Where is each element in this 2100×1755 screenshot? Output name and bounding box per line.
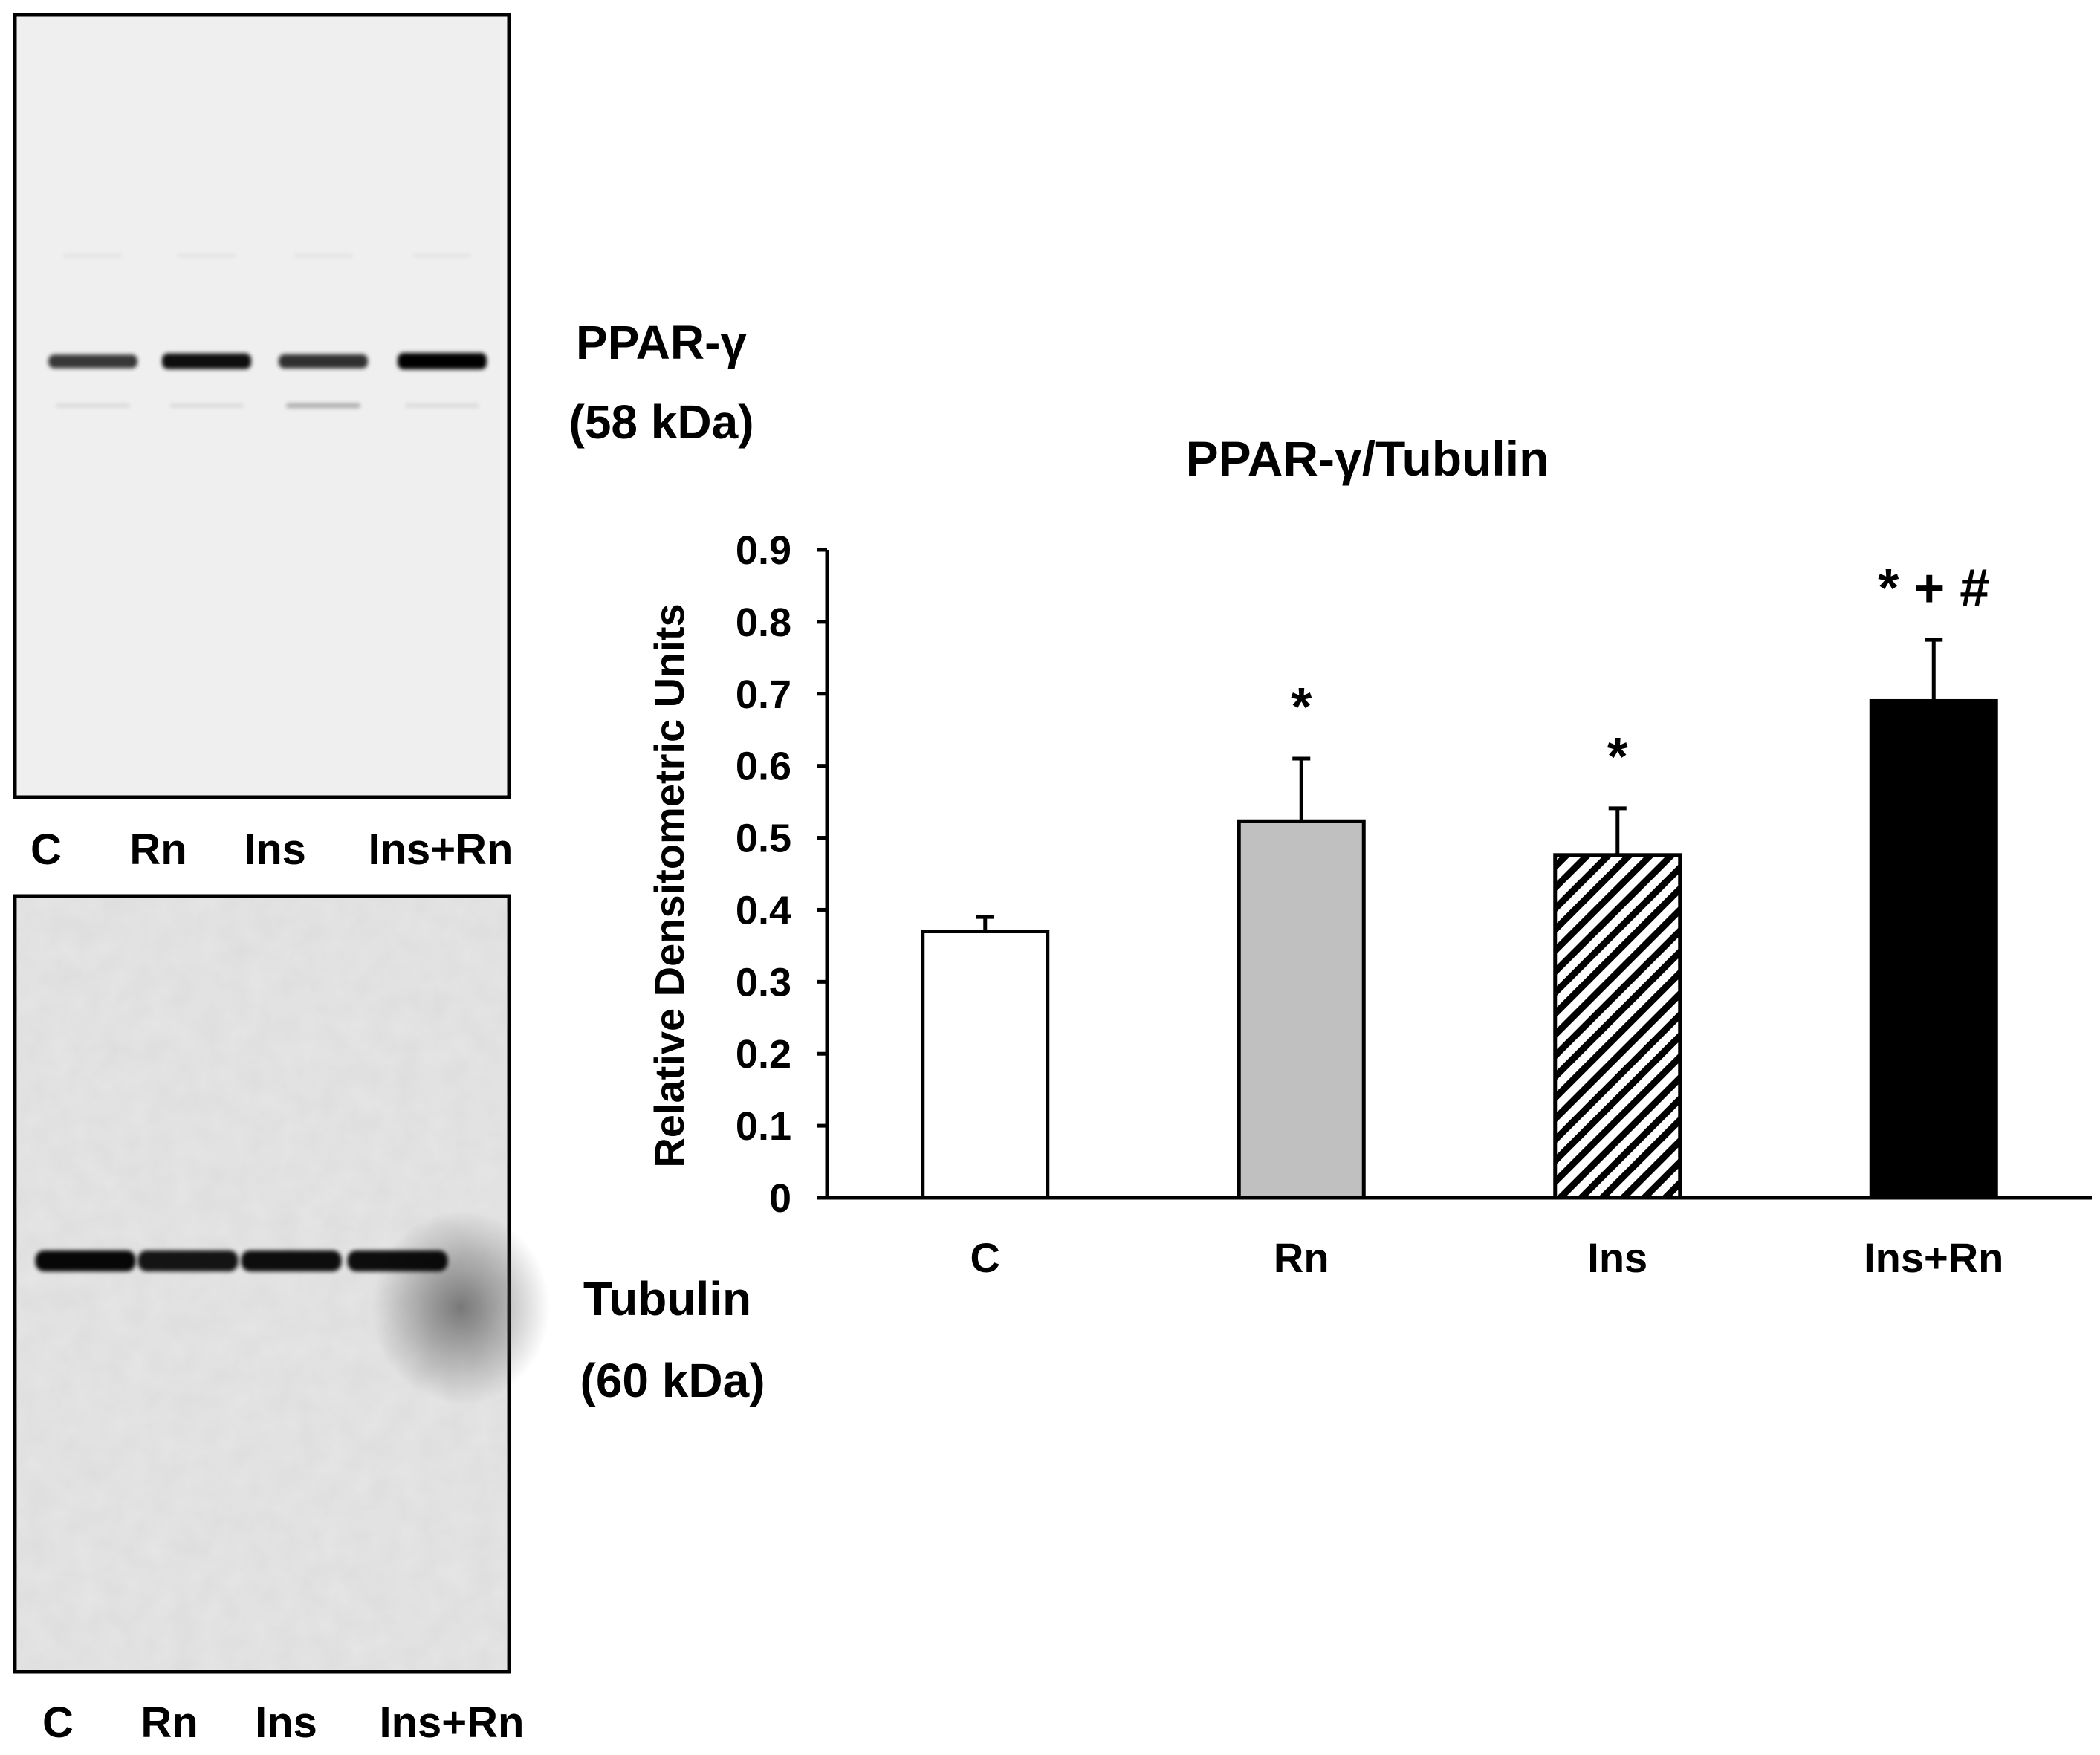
significance-label: * (1291, 678, 1312, 737)
y-tick-label: 0.6 (736, 745, 791, 789)
bar (1553, 853, 1682, 1200)
y-tick-label: 0.2 (736, 1032, 791, 1077)
ppar-lane-labels: C Rn Ins Ins+Rn (30, 825, 513, 874)
y-tick-label: 0.7 (736, 672, 791, 717)
y-tick-label: 0.1 (736, 1104, 791, 1149)
significance-label: * + # (1878, 559, 1989, 618)
tubulin-lane-label-ins: Ins (255, 1699, 317, 1747)
ppar-band (162, 353, 251, 369)
tubulin-band (347, 1250, 448, 1271)
ppar-faint-band (286, 403, 360, 408)
y-tick-label: 0 (769, 1176, 791, 1221)
bar (1869, 698, 1998, 1200)
ppar-band (279, 354, 368, 369)
ppar-blot-label: PPAR-γ (576, 316, 747, 369)
ppar-bands (48, 254, 487, 408)
ppar-faint-band (294, 254, 353, 257)
tubulin-lane-label-rn: Rn (140, 1699, 198, 1747)
ppar-lane-label-rn: Rn (129, 825, 187, 874)
tubulin-blot-weight: (60 kDa) (580, 1354, 765, 1407)
x-tick-label: Rn (1274, 1234, 1329, 1281)
y-tick-label: 0.9 (736, 528, 791, 573)
y-axis-label: Relative Densitometric Units (646, 603, 693, 1167)
ppar-faint-band (169, 403, 244, 408)
bar (1237, 819, 1366, 1200)
ppar-blot-weight: (58 kDa) (569, 395, 754, 449)
significance-label: * (1607, 727, 1628, 787)
ppar-blot-panel (13, 13, 511, 799)
ppar-faint-band (405, 403, 479, 408)
tubulin-band (241, 1250, 342, 1271)
y-tick-label: 0.3 (736, 960, 791, 1005)
tubulin-blot-panel (13, 894, 550, 1674)
tubulin-blot-label: Tubulin (583, 1272, 751, 1326)
tubulin-band (137, 1250, 239, 1271)
ppar-faint-band (412, 254, 472, 257)
chart-title: PPAR-γ/Tubulin (1186, 431, 1549, 486)
ppar-faint-band (56, 403, 130, 408)
tubulin-blot-smudge (372, 1211, 550, 1404)
ppar-band (48, 354, 137, 369)
bar (921, 930, 1050, 1200)
ppar-lane-label-ins-rn: Ins+Rn (369, 825, 513, 874)
tubulin-lane-label-c: C (42, 1699, 74, 1747)
x-tick-label: C (970, 1234, 1000, 1281)
y-tick-label: 0.4 (736, 888, 791, 932)
ppar-lane-label-ins: Ins (244, 825, 306, 874)
tubulin-lane-labels: C Rn Ins Ins+Rn (42, 1699, 524, 1747)
ppar-lane-label-c: C (30, 825, 62, 874)
y-tick-label: 0.8 (736, 600, 791, 645)
plot-area: 0 0.1 0.2 0.3 0.4 0.5 0.6 0.7 0.8 0.9 C Rn * Ins * Ins+… (736, 528, 2092, 1281)
bar-chart: PPAR-γ/Tubulin Relative Densitometric Un… (646, 431, 2092, 1281)
tubulin-bands (35, 1250, 448, 1271)
ppar-faint-band (177, 254, 236, 257)
tubulin-band (35, 1250, 136, 1271)
y-tick-label: 0.5 (736, 817, 791, 861)
ppar-faint-band (63, 254, 123, 257)
ppar-band (398, 353, 487, 369)
x-tick-label: Ins+Rn (1864, 1234, 2003, 1281)
tubulin-lane-label-ins-rn: Ins+Rn (380, 1699, 525, 1747)
x-tick-label: Ins (1587, 1234, 1647, 1281)
